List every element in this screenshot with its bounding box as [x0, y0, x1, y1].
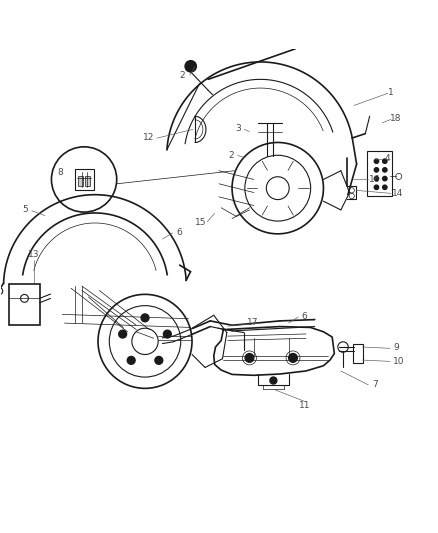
Circle shape [383, 176, 387, 181]
Circle shape [127, 357, 135, 364]
Circle shape [383, 185, 387, 189]
Text: 16: 16 [369, 175, 381, 184]
Text: 4: 4 [385, 154, 391, 163]
Circle shape [185, 61, 196, 72]
Text: 15: 15 [195, 217, 206, 227]
Text: 14: 14 [392, 189, 403, 198]
Text: 7: 7 [372, 381, 378, 390]
FancyBboxPatch shape [85, 176, 90, 187]
Circle shape [270, 377, 277, 384]
FancyBboxPatch shape [78, 176, 83, 187]
Circle shape [289, 353, 297, 362]
Text: 9: 9 [394, 343, 399, 352]
Circle shape [245, 353, 254, 362]
Text: 17: 17 [247, 318, 259, 327]
Text: 10: 10 [392, 357, 404, 366]
Text: 13: 13 [28, 251, 40, 259]
Text: 2: 2 [228, 151, 233, 159]
Text: 6: 6 [176, 228, 182, 237]
Circle shape [141, 314, 149, 322]
Circle shape [383, 159, 387, 163]
Circle shape [374, 185, 378, 189]
Text: 18: 18 [390, 114, 402, 123]
Text: 3: 3 [235, 124, 240, 133]
Text: 6: 6 [302, 312, 307, 321]
Circle shape [383, 168, 387, 172]
Circle shape [374, 176, 378, 181]
Text: 8: 8 [57, 168, 63, 177]
Circle shape [374, 168, 378, 172]
Circle shape [163, 330, 171, 338]
Text: 11: 11 [299, 401, 311, 410]
Text: 12: 12 [143, 133, 154, 142]
Circle shape [374, 159, 378, 163]
Circle shape [155, 357, 163, 364]
Circle shape [119, 330, 127, 338]
Text: 1: 1 [388, 88, 394, 97]
Text: 5: 5 [22, 205, 28, 214]
Text: 2: 2 [179, 71, 185, 80]
